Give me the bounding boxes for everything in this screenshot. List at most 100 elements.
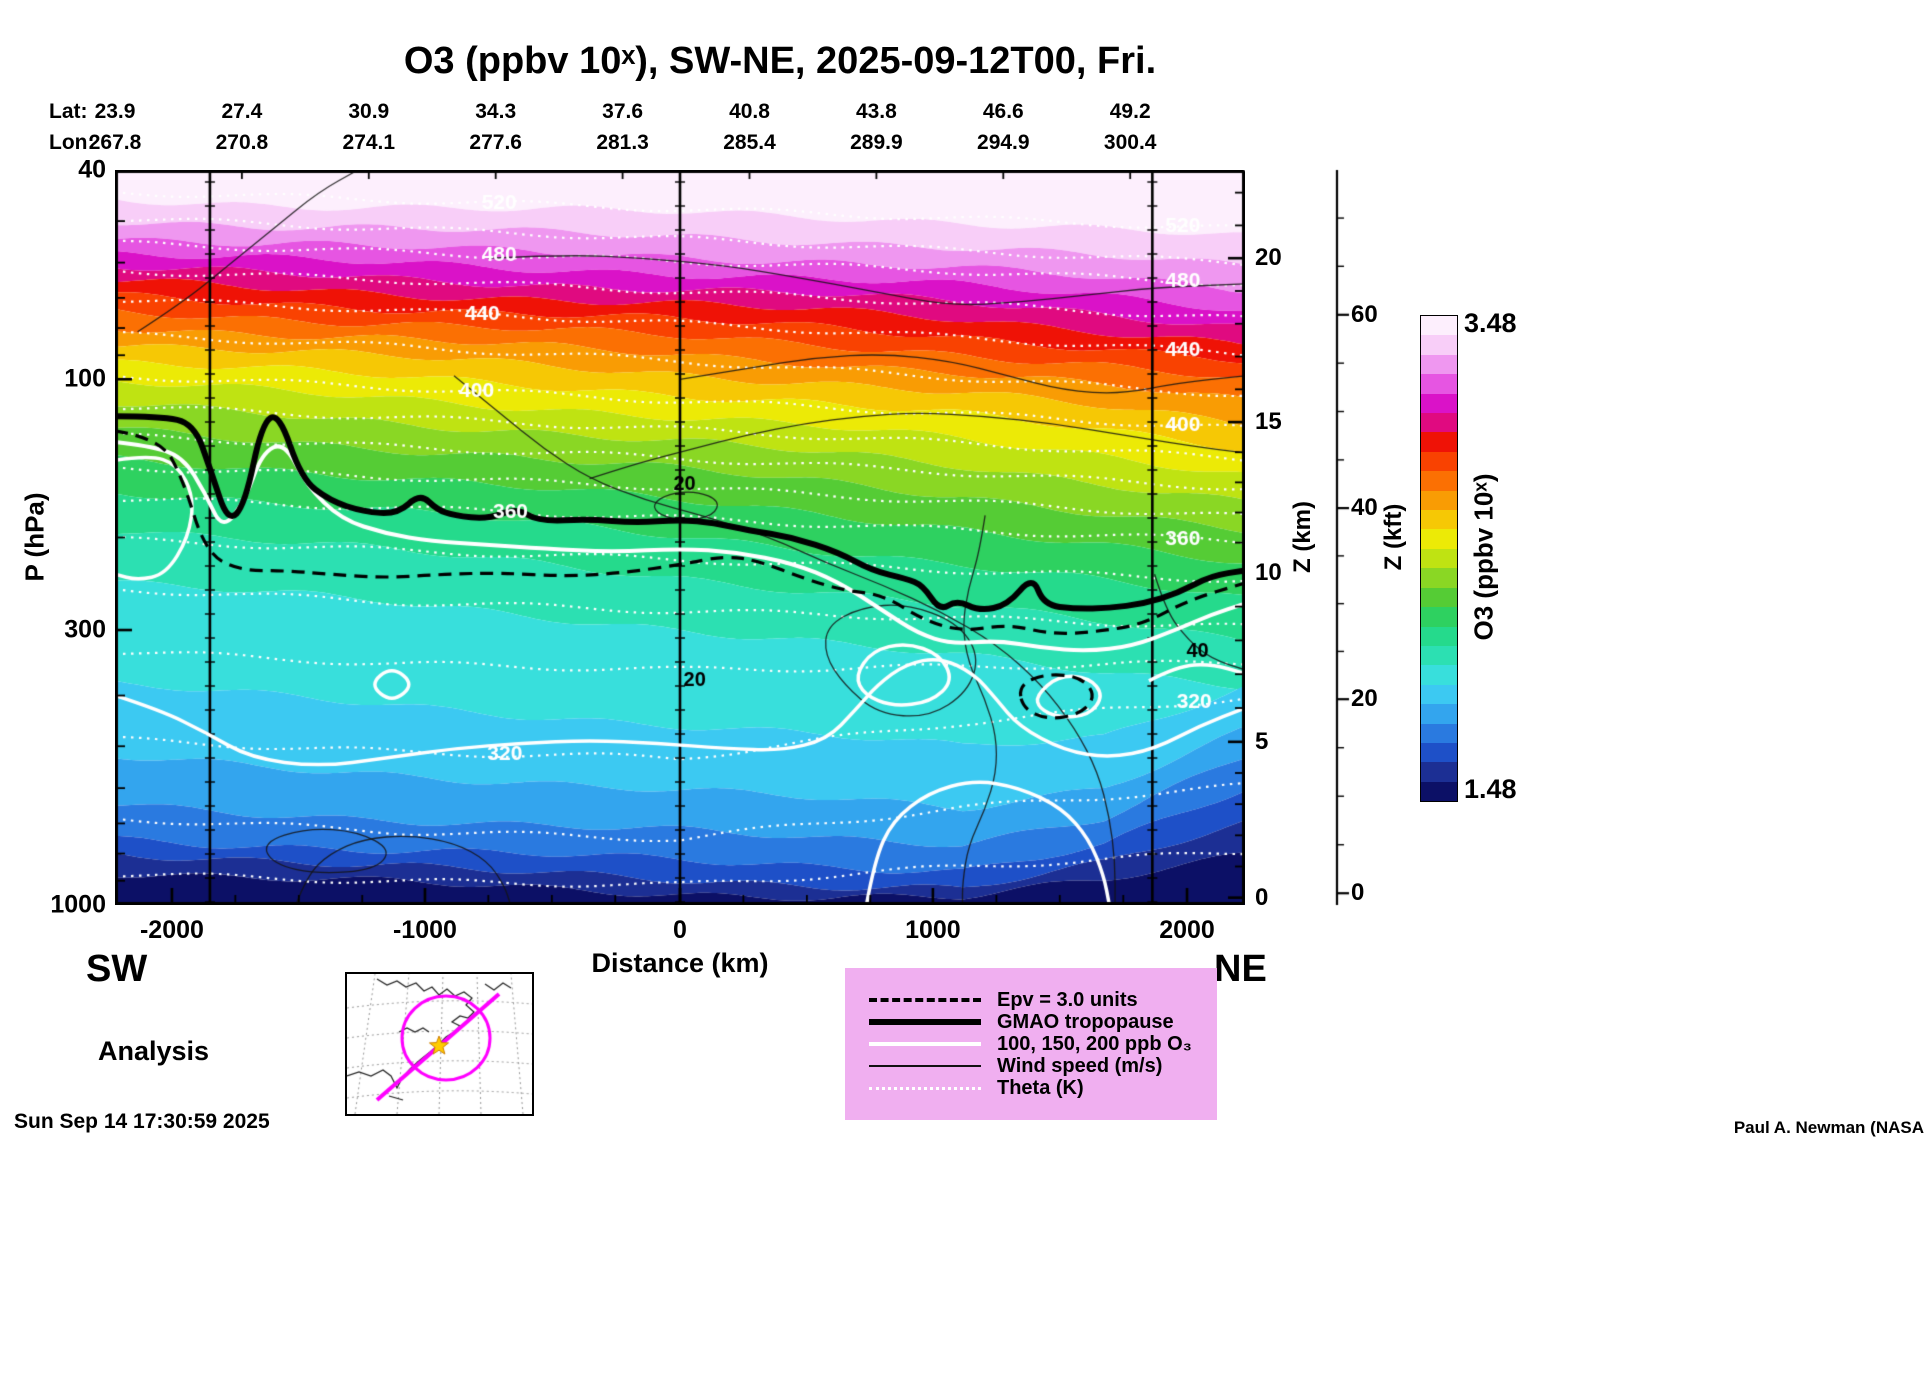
colorbar-swatch [1421,665,1457,685]
colorbar-swatch [1421,354,1457,375]
zkft-axis-title: Z (kft) [1380,503,1407,571]
zkm-axis-labels: 20 15 10 5 0 [1255,170,1299,910]
colorbar-swatch [1421,684,1457,705]
colorbar-swatch [1421,645,1457,666]
colorbar-max-label: 3.48 [1464,308,1517,338]
lat-value: 40.8 [729,100,770,123]
contour-canvas [115,170,1245,905]
colorbar-swatch [1421,393,1457,414]
colorbar-swatch [1421,413,1457,433]
zkft-tick-label: 0 [1351,879,1365,907]
colorbar-swatch [1421,607,1457,627]
zkft-tick-label: 20 [1351,685,1378,713]
legend-line-sample [869,1065,981,1067]
lat-value: 37.6 [602,100,644,123]
lon-value: 294.9 [977,131,1030,154]
legend-item: 100, 150, 200 ppb O₃ [869,1033,1217,1055]
legend-line-sample [869,1042,981,1046]
colorbar-swatch [1421,762,1457,782]
colorbar-swatch [1421,490,1457,511]
pressure-axis-title: P (hPa) [19,492,50,582]
legend-box: Epv = 3.0 units GMAO tropopause 100, 150, … [845,968,1217,1120]
corner-label-sw: SW [86,948,148,990]
lon-value: 274.1 [342,131,396,154]
pressure-tick-label: 300 [64,615,106,644]
legend-line-sample [869,1086,981,1090]
lon-value: 281.3 [596,131,649,154]
colorbar-swatch [1421,587,1457,608]
legend-line-sample [869,998,981,1002]
zkm-tick-label: 5 [1255,727,1269,755]
corner-label-ne: NE [1214,948,1267,990]
legend-rows: Epv = 3.0 units GMAO tropopause 100, 150, … [869,989,1217,1099]
pressure-tick-label: 1000 [50,890,106,919]
legend-item: Wind speed (m/s) [869,1055,1217,1077]
colorbar-swatch [1421,626,1457,646]
lat-value: 34.3 [475,100,517,123]
zkft-axis-labels: 60 40 20 0 [1351,170,1395,907]
lat-value: 23.9 [94,100,136,123]
legend-item: Epv = 3.0 units [869,989,1217,1011]
distance-tick-label: -1000 [392,916,457,944]
lon-axis-row: Lon: 267.8 270.8 274.1 277.6 281.3 285.4 289.9… [49,131,1245,157]
distance-tick-label: 2000 [1159,916,1215,944]
legend-item-label: GMAO tropopause [997,1010,1174,1033]
legend-item-label: Epv = 3.0 units [997,988,1138,1011]
colorbar-swatch [1421,335,1457,355]
lat-value: 30.9 [348,100,390,123]
zkft-tick-label: 40 [1351,494,1378,522]
zkft-tick-label: 60 [1351,300,1378,328]
zkm-tick-label: 20 [1255,244,1282,272]
lat-value: 46.6 [982,100,1024,123]
lon-value: 285.4 [723,131,776,154]
lon-value: 300.4 [1103,131,1157,154]
colorbar-swatch [1421,316,1457,336]
colorbar-swatch [1421,568,1457,588]
colorbar-swatch [1421,781,1457,802]
zkft-axis-line [1331,168,1355,907]
colorbar-swatch [1421,548,1457,569]
lat-value: 27.4 [221,100,263,123]
distance-tick-label: 1000 [905,916,961,944]
colorbar-min-label: 1.48 [1464,774,1517,804]
distance-axis-title: Distance (km) [591,948,769,978]
lat-axis-row: Lat: 23.9 27.4 30.9 34.3 37.6 40.8 43.8 46.6 49.… [49,100,1245,126]
colorbar-swatch [1421,471,1457,491]
credit: Paul A. Newman (NASA [1733,1118,1924,1137]
colorbar [1420,315,1458,802]
pressure-tick-label: 100 [64,364,106,393]
pressure-axis-labels: 40 100 300 1000 [34,156,106,919]
zkm-tick-label: 10 [1255,558,1282,586]
zkm-tick-label: 0 [1255,883,1269,911]
legend-item-label: Theta (K) [997,1076,1084,1099]
legend-item-label: Wind speed (m/s) [997,1054,1163,1077]
lat-axis-label: Lat: [49,100,88,123]
colorbar-swatch [1421,704,1457,724]
main-plot [115,170,1245,905]
colorbar-title: O3 (ppbv 10ˣ) [1468,473,1499,641]
timestamp: Sun Sep 14 17:30:59 2025 [14,1110,270,1133]
colorbar-swatch [1421,742,1457,763]
chart-title: O3 (ppbv 10ˣ), SW-NE, 2025-09-12T00, Fri… [403,40,1157,82]
lon-value: 270.8 [215,131,269,154]
pressure-tick-label: 40 [78,155,106,184]
colorbar-swatch [1421,451,1457,472]
lon-value: 289.9 [850,131,903,154]
colorbar-swatch [1421,510,1457,530]
colorbar-swatch [1421,723,1457,743]
legend-item: Theta (K) [869,1077,1217,1099]
lat-value: 49.2 [1109,100,1151,123]
colorbar-swatch [1421,374,1457,394]
distance-tick-label: 0 [673,916,687,944]
distance-tick-label: -2000 [139,916,204,944]
legend-item-label: 100, 150, 200 ppb O₃ [997,1032,1192,1055]
lon-value: 267.8 [88,131,142,154]
colorbar-swatch [1421,432,1457,452]
distance-axis-labels: -2000 -1000 0 1000 2000 [115,916,1245,946]
legend-item: GMAO tropopause [869,1011,1217,1033]
analysis-label: Analysis [98,1036,210,1066]
zkm-axis-title: Z (km) [1289,501,1316,573]
legend-line-sample [869,1019,981,1025]
zkm-tick-label: 15 [1255,408,1282,436]
